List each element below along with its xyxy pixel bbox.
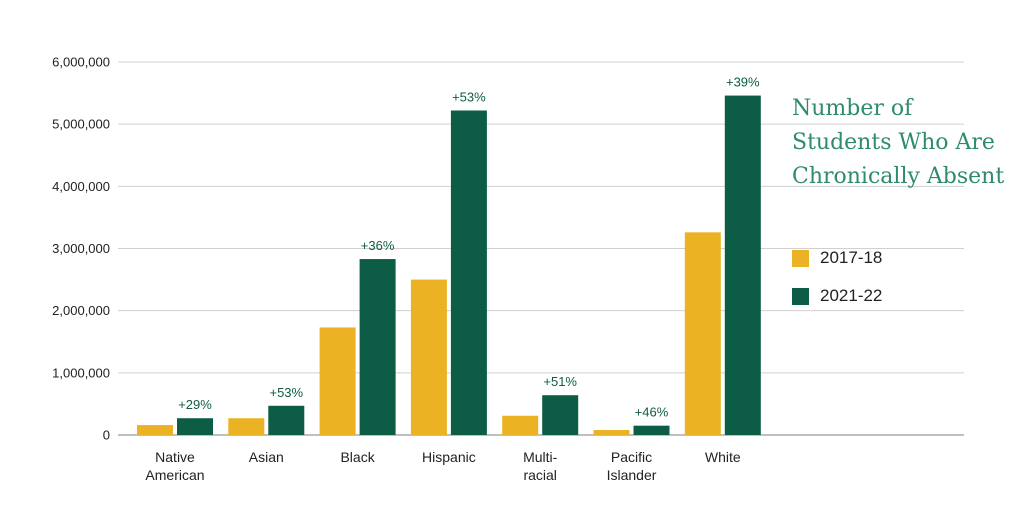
data-label: +36% — [361, 238, 395, 253]
bar-2017-18 — [319, 327, 356, 435]
bar-2017-18 — [684, 232, 721, 435]
legend: 2017-18 2021-22 — [792, 245, 882, 321]
x-tick-label: Hispanic — [422, 449, 476, 465]
data-labels: +29% +53% +36% +53% +51% +46% +39% — [178, 75, 760, 420]
x-tick-label: Multi-racial — [523, 449, 558, 483]
data-label: +53% — [452, 89, 486, 104]
bar-2021-22 — [359, 259, 396, 435]
x-tick-label: Native American — [145, 449, 204, 483]
data-label: +46% — [635, 405, 669, 420]
y-tick-label: 2,000,000 — [52, 303, 110, 318]
legend-item-2021-22: 2021-22 — [792, 283, 882, 309]
data-label: +39% — [726, 75, 760, 90]
bar-2021-22 — [450, 110, 487, 436]
legend-label-2021-22: 2021-22 — [820, 286, 883, 305]
y-tick-label: 1,000,000 — [52, 365, 110, 380]
bar-2017-18 — [502, 415, 539, 435]
chart-title: Number of Students Who Are Chronically A… — [792, 96, 1005, 189]
legend-label-2017-18: 2017-18 — [820, 248, 883, 267]
y-tick-label: 5,000,000 — [52, 117, 110, 132]
y-tick-label: 4,000,000 — [52, 179, 110, 194]
data-label: +53% — [269, 385, 303, 400]
legend-swatch-2021-22 — [792, 287, 809, 305]
x-tick-label: Pacific Islander — [607, 449, 657, 483]
bars — [137, 95, 761, 436]
data-label: +51% — [543, 374, 577, 389]
bar-2021-22 — [268, 405, 305, 435]
bar-2017-18 — [593, 430, 630, 435]
bar-2017-18 — [410, 279, 447, 435]
y-axis: 0 1,000,000 2,000,000 3,000,000 4,000,000 5,0… — [52, 55, 110, 443]
gridlines — [118, 61, 964, 436]
bar-2017-18 — [228, 418, 265, 435]
legend-swatch-2017-18 — [792, 249, 809, 267]
y-tick-label: 0 — [103, 428, 110, 443]
bar-2021-22 — [724, 95, 761, 435]
x-tick-label: White — [705, 449, 741, 465]
bar-2017-18 — [137, 425, 173, 435]
bar-2021-22 — [633, 425, 670, 435]
bar-2021-22 — [177, 418, 213, 435]
data-label: +29% — [178, 397, 212, 412]
legend-item-2017-18: 2017-18 — [792, 245, 882, 271]
x-tick-label: Black — [340, 449, 375, 465]
x-axis: Native American Asian Black Hispanic Multi-ra… — [145, 449, 740, 483]
bar-2021-22 — [542, 395, 579, 435]
y-tick-label: 6,000,000 — [52, 55, 110, 70]
y-tick-label: 3,000,000 — [52, 241, 110, 256]
x-tick-label: Asian — [249, 449, 284, 465]
